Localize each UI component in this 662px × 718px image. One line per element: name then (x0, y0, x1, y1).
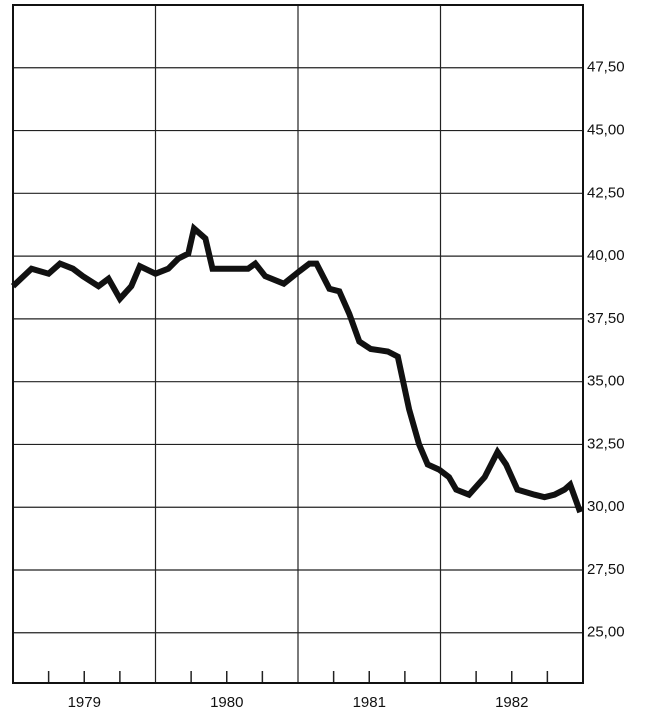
x-tick-label: 1980 (210, 694, 243, 711)
y-tick-label: 47,50 (587, 59, 625, 76)
data-line (10, 222, 584, 514)
y-tick-label: 40,00 (587, 247, 625, 264)
y-tick-label: 30,00 (587, 498, 625, 515)
x-tick-label: 1981 (353, 694, 386, 711)
plot-frame (12, 4, 584, 684)
y-tick-label: 25,00 (587, 624, 625, 641)
y-tick-label: 37,50 (587, 310, 625, 327)
x-tick-label: 1979 (68, 694, 101, 711)
y-tick-label: 42,50 (587, 184, 625, 201)
y-tick-label: 45,00 (587, 122, 625, 139)
x-tick-label: 1982 (495, 694, 528, 711)
y-tick-label: 35,00 (587, 373, 625, 390)
y-tick-label: 27,50 (587, 561, 625, 578)
y-tick-label: 32,50 (587, 435, 625, 452)
